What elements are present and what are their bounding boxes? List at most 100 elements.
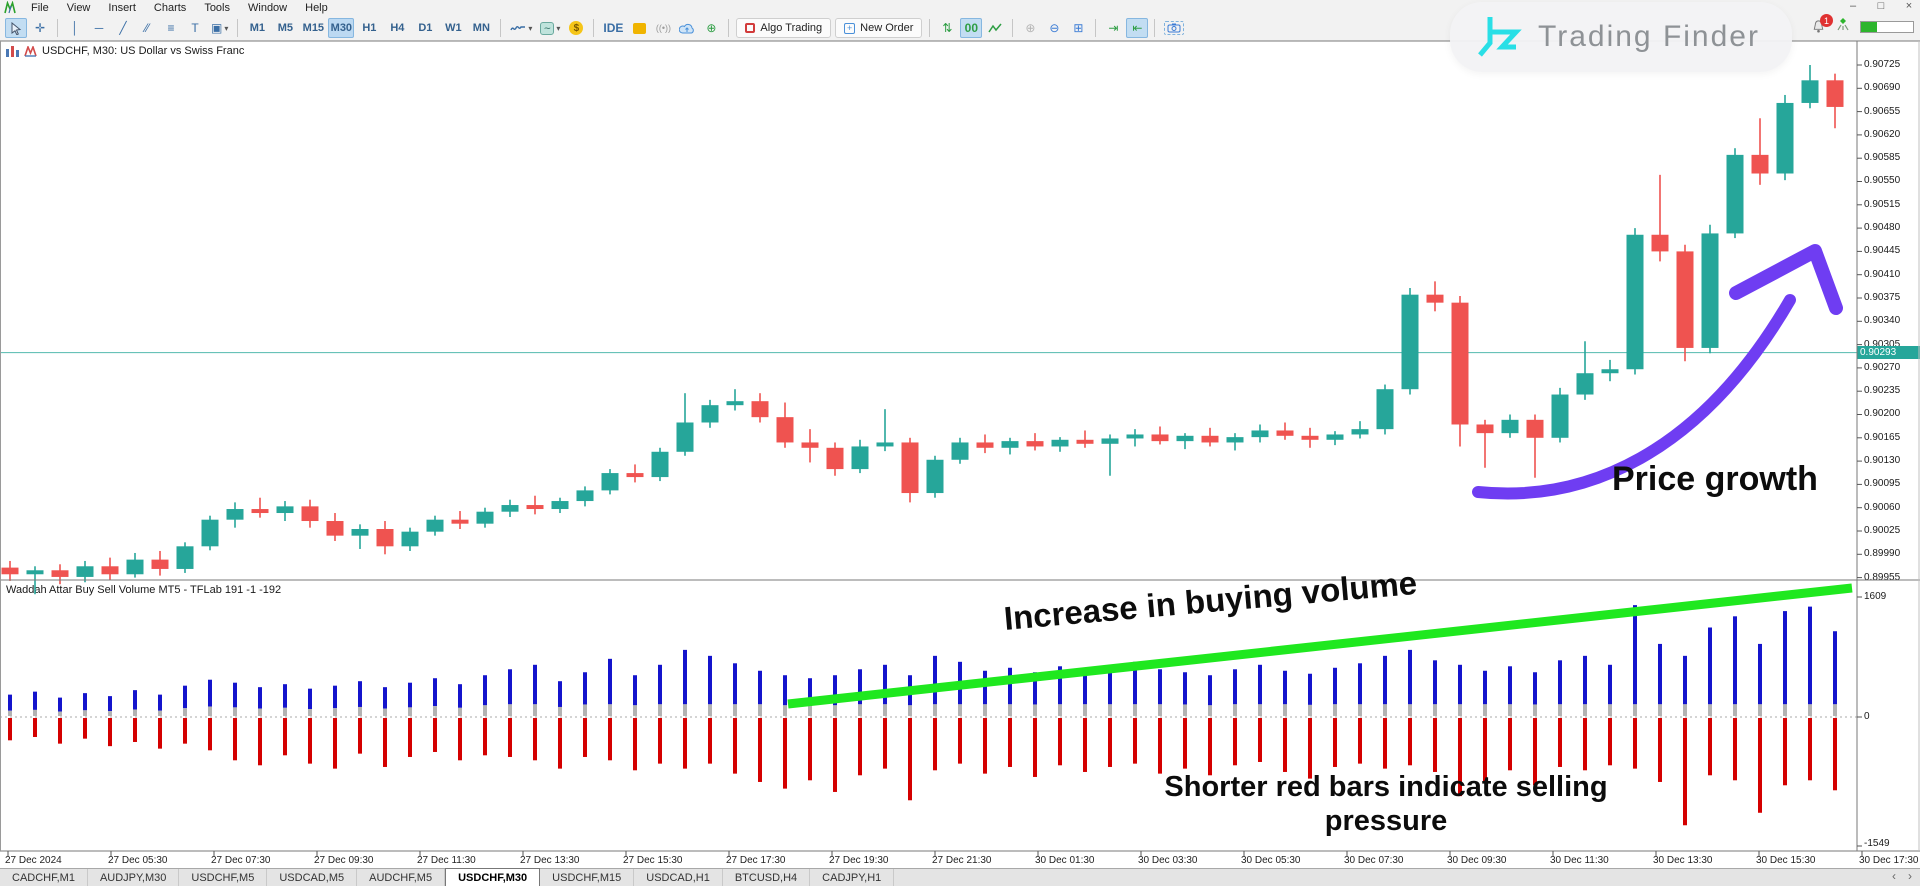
menu-file[interactable]: File <box>31 1 49 14</box>
annotation-price-growth: Price growth <box>1612 460 1818 498</box>
timeframe-m15-button[interactable]: M15 <box>302 22 325 34</box>
zoom-out-button[interactable]: ⊖ <box>1049 21 1060 35</box>
price-axis-label: 0.90375 <box>1864 291 1901 303</box>
menu-charts[interactable]: Charts <box>153 1 187 14</box>
mt5-logo-icon <box>4 1 18 14</box>
time-axis-label: 27 Dec 07:30 <box>211 855 271 866</box>
time-axis-label: 30 Dec 03:30 <box>1138 855 1198 866</box>
connection-status-bar <box>1860 20 1914 33</box>
market-button[interactable] <box>628 18 650 38</box>
line-chart-mode-button[interactable] <box>984 18 1006 38</box>
market-watch-icon <box>1836 17 1850 36</box>
timeframe-m5-button[interactable]: M5 <box>277 22 293 34</box>
current-price-label: 0.90293 <box>1857 346 1920 359</box>
time-axis-label: 27 Dec 13:30 <box>520 855 580 866</box>
time-axis-label: 27 Dec 17:30 <box>726 855 786 866</box>
zoom-in-button[interactable]: ⊕ <box>1025 21 1036 35</box>
crosshair-tool-button[interactable]: ✛ <box>34 21 46 35</box>
annotation-selling-pressure: Shorter red bars indicate selling pressu… <box>1164 771 1608 838</box>
objects-button[interactable]: ∼ ▾ <box>537 18 563 38</box>
zigzag-icon <box>988 23 1002 33</box>
algo-trading-button[interactable]: Algo Trading <box>736 18 832 38</box>
chart-title-text: USDCHF, M30: US Dollar vs Swiss Franc <box>42 45 245 57</box>
auto-scroll-button[interactable]: ⇤ <box>1126 18 1149 38</box>
toolbar-separator <box>237 19 239 37</box>
menu-help[interactable]: Help <box>305 1 328 14</box>
chart-tab-usdcad-h1[interactable]: USDCAD,H1 <box>634 869 723 886</box>
chart-tab-usdcad-m5[interactable]: USDCAD,M5 <box>267 869 358 886</box>
price-axis-label: 0.90585 <box>1864 152 1901 164</box>
deposit-button[interactable]: $ <box>565 18 587 38</box>
menu-view[interactable]: View <box>66 1 91 14</box>
new-order-button[interactable]: + New Order <box>835 18 923 38</box>
minimize-button[interactable]: – <box>1849 0 1857 12</box>
caret-down-icon: ▾ <box>556 23 561 33</box>
channel-tool-button[interactable]: ⁄⁄ <box>144 21 149 35</box>
chart-window-icon <box>6 45 19 57</box>
toolbar-separator <box>1154 19 1156 37</box>
trendline-tool-button[interactable]: ╱ <box>119 21 127 35</box>
cursor-tool-button[interactable] <box>5 18 27 38</box>
chart-tab-usdchf-m15[interactable]: USDCHF,M15 <box>540 869 635 886</box>
main-chart-pane[interactable] <box>0 41 1857 580</box>
menu-window[interactable]: Window <box>248 1 288 14</box>
menu-tools[interactable]: Tools <box>204 1 230 14</box>
price-axis-label: 0.90550 <box>1864 175 1901 187</box>
time-axis-label: 27 Dec 09:30 <box>314 855 374 866</box>
tile-windows-button[interactable]: ⊞ <box>1073 21 1084 35</box>
text-tool-button[interactable]: T <box>191 21 199 35</box>
chart-tab-usdchf-m5[interactable]: USDCHF,M5 <box>179 869 268 886</box>
window-controls: – □ × <box>1846 0 1916 12</box>
close-button[interactable]: × <box>1905 0 1913 12</box>
signals-button[interactable]: ((•)) <box>655 23 671 33</box>
time-axis[interactable] <box>0 851 1920 868</box>
chart-tab-audchf-m5[interactable]: AUDCHF,M5 <box>357 869 446 886</box>
time-axis-label: 27 Dec 11:30 <box>417 855 476 866</box>
chart-tab-cadchf-m1[interactable]: CADCHF,M1 <box>0 869 88 886</box>
menu-insert[interactable]: Insert <box>108 1 136 14</box>
price-axis-label: 0.90515 <box>1864 198 1901 210</box>
timeframe-m1-button[interactable]: M1 <box>249 22 265 34</box>
toolbar-separator <box>929 19 931 37</box>
timeframe-d1-button[interactable]: D1 <box>418 22 433 34</box>
camera-icon <box>1164 21 1185 35</box>
cloud-button[interactable] <box>676 18 698 38</box>
time-axis-label: 30 Dec 13:30 <box>1653 855 1713 866</box>
caret-down-icon: ▾ <box>528 23 533 33</box>
chart-tab-usdchf-m30[interactable]: USDCHF,M30 <box>445 868 541 886</box>
timeframe-h4-button[interactable]: H4 <box>390 22 405 34</box>
chart-shift-button[interactable]: ⇥ <box>1108 21 1119 35</box>
time-axis-label: 30 Dec 05:30 <box>1241 855 1301 866</box>
timeframe-h1-button[interactable]: H1 <box>362 22 377 34</box>
notifications-button[interactable]: 1 <box>1811 14 1833 34</box>
price-axis-label: 0.90725 <box>1864 59 1901 70</box>
time-axis-label: 27 Dec 2024 <box>5 855 62 866</box>
price-axis-label: 0.90655 <box>1864 105 1901 117</box>
screenshot-button[interactable] <box>1161 18 1187 38</box>
vertical-line-tool-button[interactable]: │ <box>71 21 79 35</box>
time-axis-label: 30 Dec 17:30 <box>1859 855 1919 866</box>
community-button[interactable]: ⊕ <box>706 21 717 35</box>
price-axis-label: 0.90060 <box>1864 501 1901 513</box>
chart-tab-audjpy-m30[interactable]: AUDJPY,M30 <box>88 869 180 886</box>
timeframe-m30-button[interactable]: M30 <box>328 18 355 38</box>
ide-button[interactable]: IDE <box>603 21 624 35</box>
menu-items: File View Insert Charts Tools Window Help <box>22 2 337 14</box>
sort-button[interactable]: ⇅ <box>942 21 953 35</box>
shapes-tool-button[interactable]: ▣ ▾ <box>211 21 229 35</box>
chart-tab-cadjpy-h1[interactable]: CADJPY,H1 <box>810 869 895 886</box>
fibonacci-tool-button[interactable]: ≡ <box>167 21 175 35</box>
tab-scroll-buttons: ‹ › <box>1892 869 1912 883</box>
chart-tab-btcusd-h4[interactable]: BTCUSD,H4 <box>723 869 811 886</box>
restore-button[interactable]: □ <box>1877 0 1885 12</box>
bar-chart-mode-button[interactable]: 00 <box>960 18 983 38</box>
horizontal-line-tool-button[interactable]: ─ <box>94 21 104 35</box>
indicators-button[interactable]: ▾ <box>507 18 535 38</box>
price-axis[interactable] <box>1857 41 1920 851</box>
timeframe-mn-button[interactable]: MN <box>472 22 490 34</box>
tab-scroll-right-button[interactable]: › <box>1908 869 1912 883</box>
status-cluster: 1 <box>1811 14 1914 36</box>
timeframe-w1-button[interactable]: W1 <box>445 22 462 34</box>
tab-scroll-left-button[interactable]: ‹ <box>1892 869 1896 883</box>
